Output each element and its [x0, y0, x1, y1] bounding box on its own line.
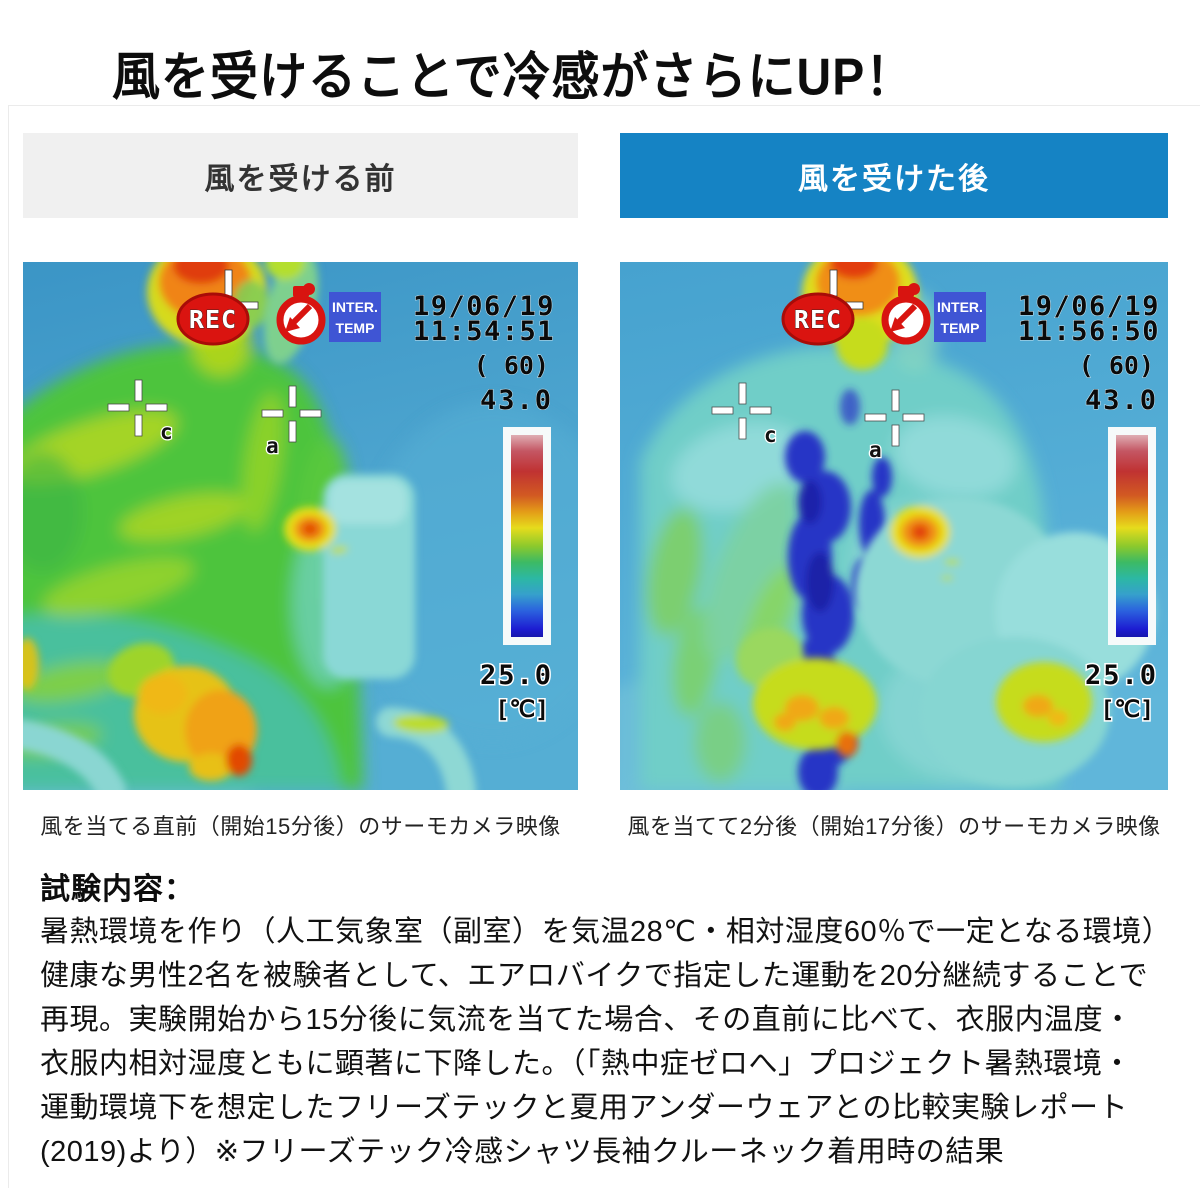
osd-tick-mark	[829, 269, 838, 297]
test-section-body: 暑熱環境を作り（人工気象室（副室）を気温28℃・相対湿度60％で一定となる環境）…	[40, 910, 1180, 1174]
temp-scale-bar	[1108, 427, 1156, 645]
rec-label: REC	[189, 305, 237, 334]
temp-scale-bar	[503, 427, 551, 645]
marker-a-label: a	[266, 434, 279, 458]
test-body-line: (2019)より）※フリーズテック冷感シャツ長袖クルーネック着用時の結果	[40, 1136, 1005, 1168]
temp-max-label: 43.0	[480, 385, 553, 416]
timer-icon	[276, 283, 326, 345]
hands-thermal	[736, 627, 1092, 757]
osd-overlay: REC INTER. TEMP 19/06/19 11:54:51 ( 60) …	[107, 269, 555, 725]
osd-date: 19/06/19	[413, 291, 555, 322]
crosshair-a: a	[261, 385, 322, 459]
inter-temp-box: INTER. TEMP	[329, 292, 381, 342]
timer-icon	[881, 283, 931, 345]
inter-temp-box: INTER. TEMP	[934, 292, 986, 342]
marker-c-label: c	[764, 423, 777, 447]
card-left-border	[8, 105, 9, 1188]
temp-min-label: 25.0	[1085, 660, 1158, 691]
bike-parts	[23, 474, 476, 790]
thermal-image-before: REC INTER. TEMP 19/06/19 11:54:51 ( 60) …	[23, 262, 578, 790]
temp-label: TEMP	[336, 320, 375, 336]
rec-badge: REC	[176, 292, 250, 346]
osd-frame-count: ( 60)	[1079, 351, 1154, 380]
marker-a-label: a	[869, 438, 882, 462]
thermal-image-after: REC INTER. TEMP 19/06/19 11:56:50 ( 60) …	[620, 262, 1168, 790]
caption-before: 風を当てる直前（開始15分後）のサーモカメラ映像	[40, 814, 561, 839]
osd-time: 11:56:50	[1018, 316, 1160, 347]
test-body-line: 再現。実験開始から15分後に気流を当てた場合、その直前に比べて、衣服内温度・	[40, 1004, 1133, 1036]
crosshair-a: a	[864, 389, 925, 463]
page-title: 風を受けることで冷感がさらにUP！	[112, 49, 915, 107]
panel-after-header: 風を受けた後	[620, 133, 1168, 218]
crosshair-c: c	[107, 379, 174, 445]
marker-c-label: c	[160, 420, 173, 444]
test-body-line: 健康な男性2名を被験者として、エアロバイクで指定した運動を20分継続することで	[40, 960, 1149, 992]
temp-unit-label: [℃]	[1100, 697, 1154, 723]
osd-date: 19/06/19	[1018, 291, 1160, 322]
rec-badge: REC	[781, 292, 855, 346]
osd-frame-count: ( 60)	[474, 351, 549, 380]
temp-max-label: 43.0	[1085, 385, 1158, 416]
temp-unit-label: [℃]	[495, 697, 549, 723]
caption-after: 風を当てて2分後（開始17分後）のサーモカメラ映像	[627, 814, 1161, 839]
osd-time: 11:54:51	[413, 316, 555, 347]
crosshair-c: c	[711, 382, 778, 448]
card-top-border	[8, 105, 1200, 106]
rec-label: REC	[794, 305, 842, 334]
inter-label: INTER.	[937, 299, 983, 315]
hands-thermal	[107, 642, 257, 781]
test-body-line: 暑熱環境を作り（人工気象室（副室）を気温28℃・相対湿度60％で一定となる環境）	[40, 916, 1172, 948]
temp-label: TEMP	[941, 320, 980, 336]
panel-before-header: 風を受ける前	[23, 133, 578, 218]
inter-label: INTER.	[332, 299, 378, 315]
osd-overlay: REC INTER. TEMP 19/06/19 11:56:50 ( 60) …	[711, 269, 1160, 725]
osd-tick-mark	[224, 269, 233, 297]
test-body-line: 衣服内相対湿度ともに顕著に下降した。（「熱中症ゼロへ」プロジェクト暑熱環境・	[40, 1048, 1133, 1080]
test-section-heading: 試験内容：	[40, 873, 195, 906]
temp-min-label: 25.0	[480, 660, 553, 691]
test-body-line: 運動環境下を想定したフリーズテックと夏用アンダーウェアとの比較実験レポート	[40, 1092, 1129, 1124]
